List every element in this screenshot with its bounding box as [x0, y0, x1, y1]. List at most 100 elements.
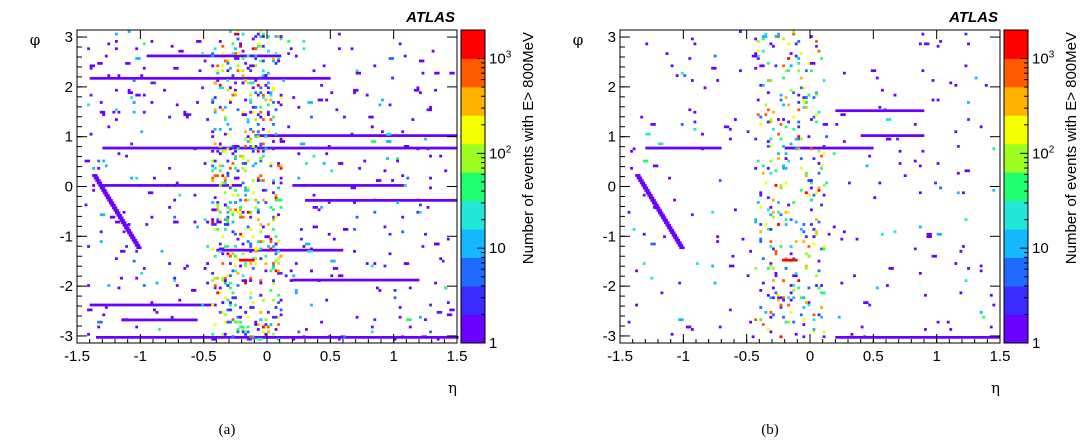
heatmap-cell — [234, 145, 240, 148]
heatmap-cell — [370, 264, 374, 268]
heatmap-cell — [226, 218, 230, 221]
y-tick-label: 3 — [65, 29, 73, 46]
heatmap-cell — [388, 232, 392, 236]
heatmap-cell — [939, 40, 943, 43]
heatmap-cell — [269, 237, 273, 241]
colorbar-tick-label: 10 — [1032, 240, 1049, 257]
heatmap-cell — [99, 213, 106, 217]
heatmap-cell — [251, 105, 255, 109]
x-tick-label: -1.5 — [64, 348, 90, 365]
heatmap-cell — [115, 40, 118, 43]
heatmap-cell — [337, 47, 341, 51]
heatmap-cell — [173, 220, 177, 224]
heatmap-cell — [711, 210, 715, 214]
heatmap-cell — [350, 186, 356, 190]
heatmap-cell — [317, 208, 321, 212]
heatmap-cell — [229, 281, 232, 285]
heatmap-cell — [645, 146, 722, 150]
heatmap-cell — [817, 269, 821, 273]
heatmap-cell — [924, 42, 930, 46]
heatmap-cell — [132, 79, 136, 82]
heatmap-cell — [198, 40, 202, 43]
heatmap-cell — [810, 208, 813, 212]
heatmap-cell — [223, 218, 227, 221]
heatmap-cell — [807, 303, 811, 307]
heatmap-cell — [863, 335, 867, 339]
heatmap-cell — [211, 169, 215, 173]
heatmap-cell — [436, 310, 443, 314]
heatmap-cell — [178, 49, 184, 53]
heatmap-cell — [299, 227, 303, 231]
heatmap-cell — [279, 166, 283, 170]
heatmap-cell — [759, 193, 763, 197]
heatmap-cell — [403, 145, 410, 148]
heatmap-cell — [121, 318, 198, 322]
heatmap-cell — [175, 284, 179, 287]
heatmap-cell — [439, 257, 443, 261]
heatmap-cell — [696, 262, 699, 265]
heatmap-cell — [320, 83, 324, 87]
heatmap-cell — [251, 235, 255, 239]
heatmap-cell — [107, 199, 113, 202]
y-tick-label: -1 — [603, 228, 616, 245]
heatmap-cell — [254, 247, 258, 251]
heatmap-cell — [201, 303, 204, 307]
heatmap-cell — [799, 86, 803, 90]
heatmap-cell — [122, 223, 128, 227]
heatmap-cell — [782, 145, 785, 148]
heatmap-cell — [759, 64, 765, 68]
heatmap-cell — [822, 247, 826, 251]
heatmap-cell — [373, 262, 377, 265]
heatmap-cell — [229, 166, 232, 170]
heatmap-cell — [302, 245, 306, 248]
heatmap-cell — [120, 249, 126, 253]
heatmap-cell — [645, 42, 649, 46]
heatmap-cell — [87, 284, 90, 287]
heatmap-cell — [426, 206, 430, 209]
heatmap-cell — [644, 189, 650, 192]
heatmap-cell — [635, 303, 639, 307]
heatmap-cell — [274, 196, 278, 200]
heatmap-cell — [802, 230, 806, 234]
heatmap-cell — [627, 210, 631, 214]
heatmap-cell — [251, 37, 255, 41]
heatmap-cell — [203, 162, 207, 165]
heatmap-cell — [140, 130, 144, 134]
heatmap-cell — [216, 203, 220, 207]
heatmap-cell — [989, 293, 993, 297]
heatmap-cell — [231, 318, 235, 322]
heatmap-cell — [875, 76, 879, 80]
heatmap-cell — [244, 332, 248, 336]
heatmap-cell — [421, 335, 427, 339]
heatmap-cell — [226, 274, 230, 278]
heatmap-cell — [820, 164, 823, 168]
heatmap-cell — [261, 59, 265, 63]
heatmap-cell — [211, 159, 215, 163]
heatmap-cell — [193, 193, 197, 197]
heatmap-cell — [650, 199, 656, 202]
heatmap-cell — [277, 293, 280, 297]
heatmap-cell — [406, 318, 412, 322]
heatmap-cell — [274, 108, 278, 112]
heatmap-cell — [97, 62, 103, 65]
heatmap-cell — [754, 52, 758, 55]
atlas-watermark: ATLAS — [405, 9, 455, 26]
heatmap-cell — [640, 115, 644, 119]
heatmap-cell — [168, 262, 172, 265]
heatmap-cell — [787, 203, 791, 207]
heatmap-cell — [680, 71, 684, 75]
heatmap-cell — [111, 206, 118, 210]
heatmap-cell — [267, 35, 270, 38]
heatmap-cell — [173, 66, 179, 70]
heatmap-cell — [277, 198, 280, 202]
y-tick-label: 2 — [608, 79, 616, 96]
heatmap-cell — [766, 293, 770, 297]
heatmap-cell — [231, 335, 235, 339]
heatmap-cell — [779, 335, 783, 339]
heatmap-cell — [218, 310, 222, 314]
heatmap-cell — [921, 32, 925, 36]
heatmap-cell — [761, 164, 765, 168]
heatmap-cell — [322, 162, 326, 165]
heatmap-cell — [759, 223, 763, 226]
heatmap-cell — [261, 96, 265, 99]
